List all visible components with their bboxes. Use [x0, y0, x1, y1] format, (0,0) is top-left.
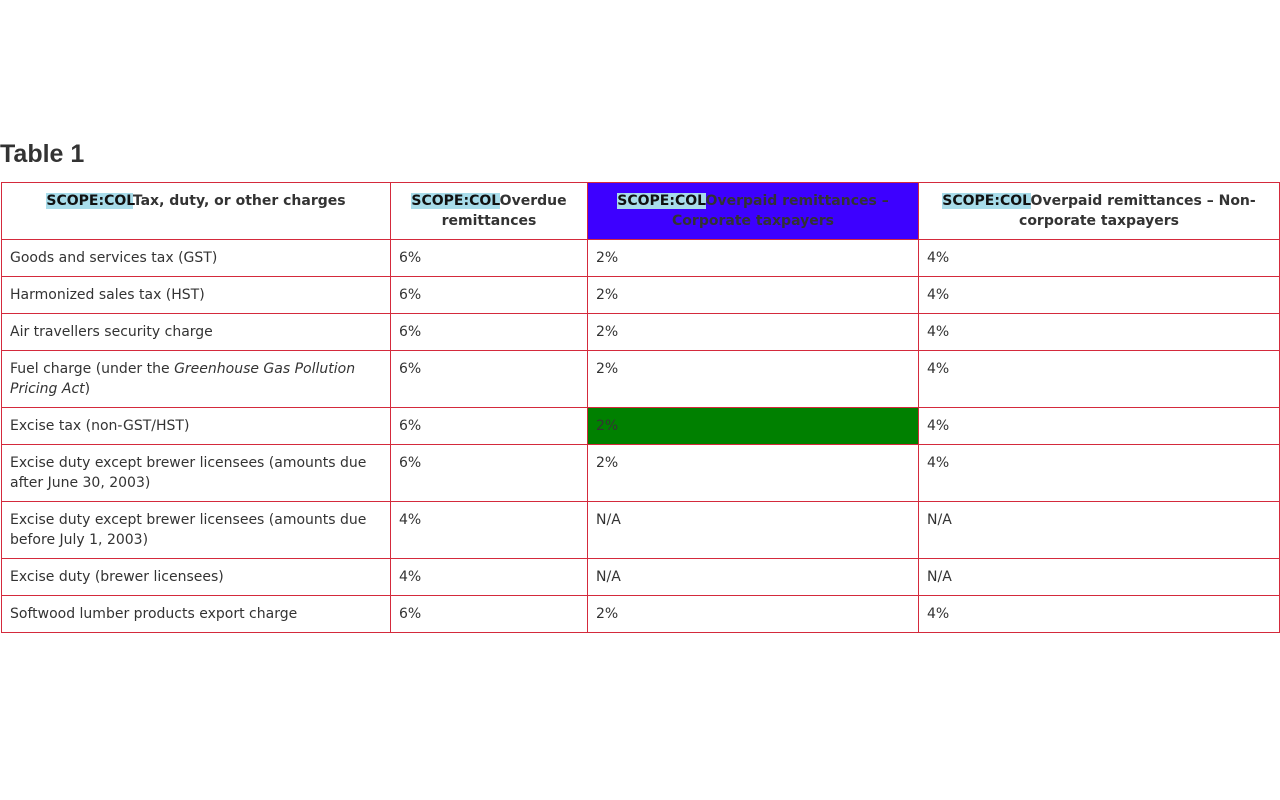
cell-overpaid-corporate: 2% [587, 313, 919, 351]
cell-overdue: 4% [390, 501, 588, 559]
cell-charge: Harmonized sales tax (HST) [1, 276, 391, 314]
table-row: Air travellers security charge 6% 2% 4% [1, 313, 1280, 351]
cell-overpaid-noncorporate: 4% [918, 239, 1280, 277]
table-row: Goods and services tax (GST) 6% 2% 4% [1, 239, 1280, 277]
scope-tag: SCOPE:COL [411, 193, 500, 209]
cell-overpaid-corporate: 2% [587, 595, 919, 633]
cell-overdue: 6% [390, 595, 588, 633]
table-row: Excise tax (non-GST/HST) 6% 2% 4% [1, 407, 1280, 445]
scope-tag: SCOPE:COL [46, 193, 133, 209]
rates-table: SCOPE:COLTax, duty, or other charges SCO… [1, 182, 1280, 633]
cell-overpaid-corporate: 2% [587, 350, 919, 408]
header-row: SCOPE:COLTax, duty, or other charges SCO… [1, 182, 1280, 240]
header-overpaid-noncorporate: SCOPE:COLOverpaid remittances – Non-corp… [918, 182, 1280, 240]
table-row: Fuel charge (under the Greenhouse Gas Po… [1, 350, 1280, 408]
cell-overpaid-corporate: 2% [587, 239, 919, 277]
cell-overpaid-noncorporate: 4% [918, 276, 1280, 314]
cell-overpaid-noncorporate: 4% [918, 444, 1280, 502]
table-title: Table 1 [0, 140, 85, 168]
cell-overpaid-noncorporate: N/A [918, 501, 1280, 559]
header-tax: SCOPE:COLTax, duty, or other charges [1, 182, 391, 240]
cell-overpaid-corporate: N/A [587, 501, 919, 559]
header-overpaid-corporate: SCOPE:COLOverpaid remittances – Corporat… [587, 182, 919, 240]
table-row: Softwood lumber products export charge 6%… [1, 595, 1280, 633]
scope-tag: SCOPE:COL [942, 193, 1031, 209]
cell-charge: Excise duty (brewer licensees) [1, 558, 391, 596]
cell-overdue: 6% [390, 407, 588, 445]
cell-overpaid-corporate: 2% [587, 407, 919, 445]
cell-charge: Excise tax (non-GST/HST) [1, 407, 391, 445]
table-row: Excise duty (brewer licensees) 4% N/A N/A [1, 558, 1280, 596]
cell-overpaid-noncorporate: N/A [918, 558, 1280, 596]
act-name: Greenhouse Gas Pollution Pricing Act [10, 361, 356, 397]
cell-overdue: 6% [390, 350, 588, 408]
cell-overdue: 6% [390, 313, 588, 351]
header-overdue: SCOPE:COLOverdue remittances [390, 182, 588, 240]
cell-overpaid-corporate: N/A [587, 558, 919, 596]
table-row: Harmonized sales tax (HST) 6% 2% 4% [1, 276, 1280, 314]
cell-text: ) [84, 381, 91, 397]
cell-text: Fuel charge (under the [10, 361, 175, 377]
cell-charge: Fuel charge (under the Greenhouse Gas Po… [1, 350, 391, 408]
cell-charge: Air travellers security charge [1, 313, 391, 351]
table-row: Excise duty except brewer licensees (amo… [1, 501, 1280, 559]
cell-overpaid-corporate: 2% [587, 444, 919, 502]
cell-overdue: 6% [390, 239, 588, 277]
cell-charge: Excise duty except brewer licensees (amo… [1, 444, 391, 502]
cell-overpaid-noncorporate: 4% [918, 595, 1280, 633]
cell-charge: Goods and services tax (GST) [1, 239, 391, 277]
cell-overdue: 6% [390, 444, 588, 502]
table-row: Excise duty except brewer licensees (amo… [1, 444, 1280, 502]
cell-overdue: 4% [390, 558, 588, 596]
cell-overpaid-noncorporate: 4% [918, 407, 1280, 445]
scope-tag: SCOPE:COL [617, 193, 706, 209]
cell-overpaid-noncorporate: 4% [918, 350, 1280, 408]
cell-overpaid-noncorporate: 4% [918, 313, 1280, 351]
cell-overpaid-corporate: 2% [587, 276, 919, 314]
cell-charge: Excise duty except brewer licensees (amo… [1, 501, 391, 559]
cell-charge: Softwood lumber products export charge [1, 595, 391, 633]
cell-overdue: 6% [390, 276, 588, 314]
